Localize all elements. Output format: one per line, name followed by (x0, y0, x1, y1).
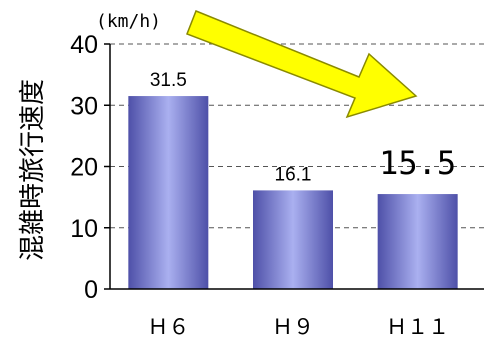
y-axis-label: 混雑時旅行速度 (18, 79, 48, 261)
trend-arrow (186, 10, 418, 119)
bar (128, 96, 209, 289)
y-tick-label: 10 (70, 215, 98, 243)
bar (377, 194, 458, 289)
unit-label: (km/h) (96, 11, 161, 32)
y-tick-label: 20 (70, 154, 98, 182)
x-tick-label: Ｈ９ (272, 315, 314, 339)
data-labels: 31.5 16.1 15.5 (150, 70, 456, 185)
bar (253, 190, 333, 289)
x-tick-label: Ｈ１１ (386, 315, 449, 339)
y-tick-labels: 0 10 20 30 40 (70, 31, 110, 304)
y-tick-label: 40 (70, 31, 98, 59)
bars (128, 96, 458, 289)
data-label: 16.1 (275, 164, 312, 185)
data-label: 31.5 (150, 70, 187, 91)
x-tick-labels: Ｈ６ Ｈ９ Ｈ１１ (147, 315, 449, 339)
y-tick-label: 30 (70, 92, 98, 120)
y-tick-label: 0 (84, 276, 98, 304)
x-tick-label: Ｈ６ (147, 315, 189, 339)
data-label: 15.5 (379, 144, 456, 182)
